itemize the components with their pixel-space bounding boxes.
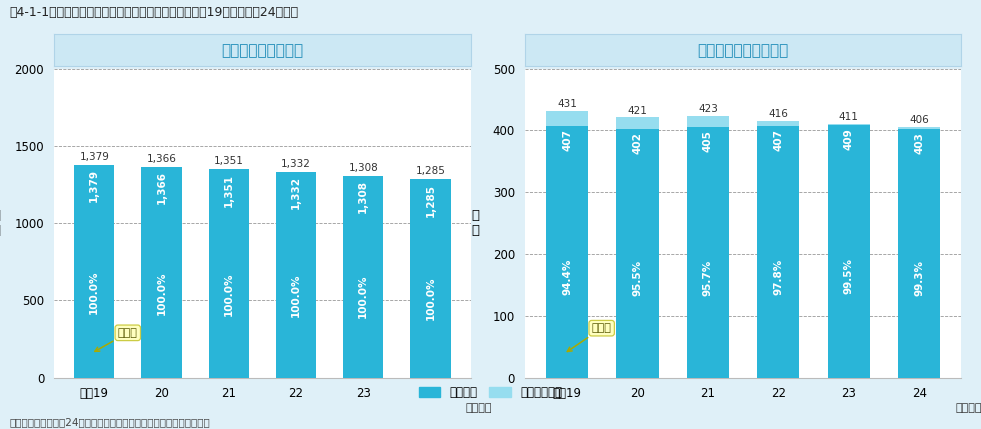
Text: 1,366: 1,366 (146, 154, 177, 164)
Y-axis label: 局
数: 局 数 (471, 209, 479, 237)
Text: 403: 403 (914, 132, 924, 154)
Text: 1,285: 1,285 (416, 166, 445, 176)
Text: 一般環境大気測定局: 一般環境大気測定局 (222, 43, 303, 58)
Text: 407: 407 (562, 129, 572, 151)
Bar (898, 127, 940, 378)
Text: 1,332: 1,332 (291, 176, 301, 209)
Text: 406: 406 (909, 115, 929, 125)
Bar (276, 172, 316, 378)
Bar (616, 118, 658, 378)
Text: 411: 411 (839, 112, 858, 122)
Text: 図4-1-1　二酸化窒素の環境基準達成状況の推移（平成19年度〜平成24年度）: 図4-1-1 二酸化窒素の環境基準達成状況の推移（平成19年度〜平成24年度） (10, 6, 299, 19)
Text: 423: 423 (697, 104, 718, 115)
Text: 達成率: 達成率 (95, 328, 137, 351)
Text: 1,332: 1,332 (282, 159, 311, 169)
Text: 1,351: 1,351 (214, 156, 243, 166)
Bar (209, 169, 249, 378)
Text: 95.7%: 95.7% (703, 259, 713, 296)
Bar (757, 121, 800, 378)
Text: 421: 421 (628, 106, 647, 115)
Text: 1,366: 1,366 (157, 171, 167, 204)
Text: 95.5%: 95.5% (633, 260, 643, 296)
Bar (687, 116, 729, 378)
Text: 409: 409 (844, 128, 853, 150)
Text: 100.0%: 100.0% (89, 271, 99, 314)
Text: 100.0%: 100.0% (157, 272, 167, 315)
Text: 407: 407 (773, 129, 783, 151)
Text: 資料：環境省「平成24年度大気汚染状況について（報道発表資料）」: 資料：環境省「平成24年度大気汚染状況について（報道発表資料）」 (10, 417, 211, 427)
Bar (546, 126, 589, 378)
Bar (616, 129, 658, 378)
Text: 97.8%: 97.8% (773, 259, 783, 295)
Legend: 達成局数, 有効測定局数: 達成局数, 有効測定局数 (414, 381, 567, 404)
Text: 100.0%: 100.0% (426, 276, 436, 320)
Text: 99.3%: 99.3% (914, 260, 924, 296)
Text: 94.4%: 94.4% (562, 259, 572, 295)
Bar (546, 111, 589, 378)
Text: 431: 431 (557, 100, 577, 109)
Text: 1,308: 1,308 (348, 163, 378, 173)
Text: 1,285: 1,285 (426, 184, 436, 217)
Bar (343, 175, 384, 378)
Bar (828, 125, 870, 378)
Bar (898, 129, 940, 378)
Text: 99.5%: 99.5% (844, 258, 853, 294)
Text: 100.0%: 100.0% (358, 275, 368, 318)
Text: （年度）: （年度） (955, 403, 981, 413)
Bar (757, 126, 800, 378)
Bar (141, 166, 181, 378)
Text: 402: 402 (633, 132, 643, 154)
Text: 1,379: 1,379 (79, 152, 109, 162)
Text: 1,308: 1,308 (358, 180, 368, 213)
Bar (828, 124, 870, 378)
Bar (410, 179, 450, 378)
Text: 自動車排出ガス測定局: 自動車排出ガス測定局 (697, 43, 789, 58)
Text: 100.0%: 100.0% (291, 273, 301, 317)
Text: 1,351: 1,351 (224, 173, 233, 206)
Text: 達成率: 達成率 (567, 323, 611, 351)
Text: 405: 405 (703, 130, 713, 152)
Bar (75, 165, 115, 378)
Bar (687, 127, 729, 378)
Text: 1,379: 1,379 (89, 169, 99, 202)
Text: 416: 416 (768, 109, 789, 119)
Text: 100.0%: 100.0% (224, 272, 233, 316)
Text: （年度）: （年度） (466, 403, 492, 413)
